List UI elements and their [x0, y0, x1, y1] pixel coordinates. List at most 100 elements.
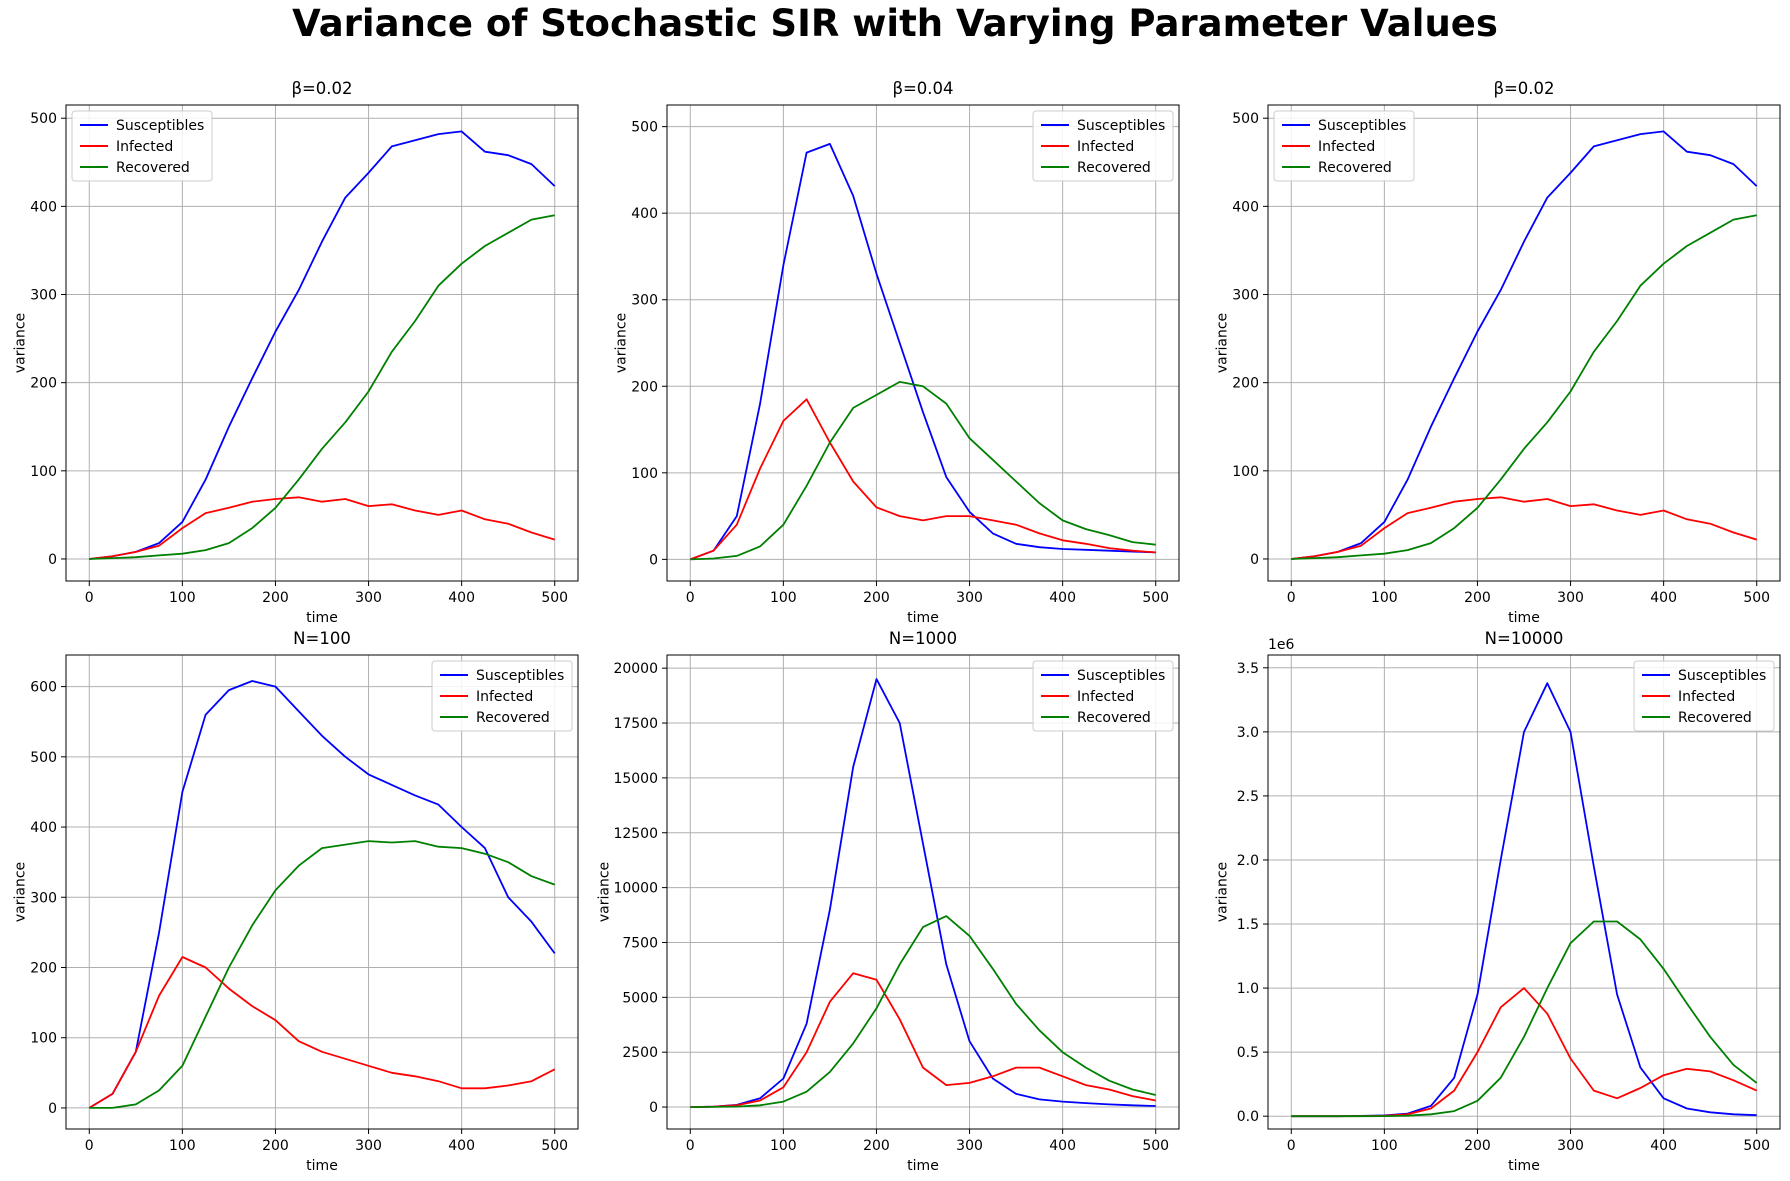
x-tick-label: 100 — [770, 590, 797, 606]
x-tick-label: 200 — [262, 1138, 289, 1154]
axes-frame — [666, 654, 1180, 1130]
y-axis-label: variance — [1215, 313, 1231, 373]
y-tick-label: 10000 — [613, 881, 658, 897]
subplot-title: β=0.04 — [892, 79, 953, 98]
y-tick-label: 20000 — [613, 661, 658, 677]
x-tick-label: 500 — [1142, 1138, 1169, 1154]
legend-label: Susceptibles — [1077, 118, 1165, 134]
legend-label: Infected — [116, 139, 173, 155]
y-tick-label: 0 — [649, 552, 658, 568]
y-tick-label: 400 — [1232, 199, 1259, 215]
series-line-recovered — [1291, 214, 1757, 560]
x-tick-label: 400 — [1650, 1138, 1677, 1154]
subplot-beta-0.04: 0 100 200 300 400 500 0 100 200 300 400 500 β=0.04 ti… — [614, 79, 1180, 626]
x-tick-label: 300 — [355, 1138, 382, 1154]
y-tick-label: 0 — [1250, 552, 1259, 568]
y-tick-label: 100 — [30, 464, 57, 480]
y-tick-label: 100 — [30, 1031, 57, 1047]
x-tick-label: 100 — [1371, 590, 1398, 606]
legend-label: Recovered — [476, 710, 550, 726]
y-tick-label: 12500 — [613, 826, 658, 842]
y-tick-label: 400 — [30, 820, 57, 836]
legend-label: Infected — [476, 689, 533, 705]
y-axis-label: variance — [13, 862, 29, 922]
series-line-infected — [690, 972, 1156, 1108]
y-tick-label: 200 — [30, 376, 57, 392]
x-tick-label: 300 — [355, 590, 382, 606]
x-tick-label: 200 — [1464, 590, 1491, 606]
series-line-infected — [1291, 496, 1757, 560]
x-tick-label: 100 — [1371, 1138, 1398, 1154]
y-axis-label: variance — [13, 313, 29, 373]
series-line-susceptibles — [89, 130, 556, 560]
legend: Susceptibles Infected Recovered — [71, 110, 213, 182]
x-axis-label: time — [306, 610, 338, 626]
x-tick-label: 500 — [541, 590, 568, 606]
legend: Susceptibles Infected Recovered — [1633, 660, 1775, 732]
x-tick-label: 400 — [1049, 590, 1076, 606]
x-tick-label: 500 — [1743, 590, 1770, 606]
series-line-susceptibles — [1291, 682, 1757, 1118]
y-tick-label: 3.5 — [1237, 661, 1259, 677]
y-tick-label: 500 — [631, 120, 658, 136]
subplot-title: N=1000 — [889, 629, 957, 648]
x-tick-label: 500 — [1142, 590, 1169, 606]
figure-title: Variance of Stochastic SIR with Varying … — [292, 2, 1498, 45]
series-line-recovered — [1291, 920, 1758, 1118]
y-tick-label: 3.0 — [1237, 725, 1259, 741]
x-tick-label: 100 — [169, 590, 196, 606]
legend-label: Recovered — [1318, 160, 1392, 176]
y-tick-label: 500 — [30, 750, 57, 766]
y-tick-label: 500 — [1232, 111, 1259, 127]
x-tick-label: 0 — [1287, 1138, 1296, 1154]
x-tick-label: 400 — [448, 1138, 475, 1154]
legend: Susceptibles Infected Recovered — [1032, 110, 1174, 182]
series-line-recovered — [89, 214, 555, 560]
series-line-infected — [88, 956, 556, 1109]
x-tick-label: 500 — [541, 1138, 568, 1154]
series-line-susceptibles — [88, 680, 556, 1109]
legend-label: Infected — [1318, 139, 1375, 155]
subplot-n-10000: 0 100 200 300 400 500 0.0 0.5 1.0 1.5 2.0 2.5 3.0 3.5… — [1215, 629, 1781, 1174]
subplot-n-1000: 0 100 200 300 400 500025005000750010000125001… — [597, 629, 1180, 1174]
y-tick-label: 600 — [30, 680, 57, 696]
y-tick-label: 300 — [30, 288, 57, 304]
x-tick-label: 0 — [85, 590, 94, 606]
legend-label: Recovered — [116, 160, 190, 176]
y-tick-label: 300 — [1232, 288, 1259, 304]
y-tick-label: 0 — [649, 1100, 658, 1116]
y-tick-label: 100 — [631, 466, 658, 482]
legend-box — [71, 110, 213, 182]
x-tick-label: 0 — [686, 1138, 695, 1154]
y-tick-label: 1.5 — [1237, 917, 1259, 933]
x-tick-label: 0 — [1287, 590, 1296, 606]
legend-label: Infected — [1077, 139, 1134, 155]
series-line-infected — [689, 398, 1156, 561]
subplot-n-100: 0 100 200 300 400 500 0 100 200 300 400 500 600 N=100… — [13, 629, 579, 1174]
x-tick-label: 100 — [770, 1138, 797, 1154]
y-tick-label: 400 — [631, 206, 658, 222]
legend: Susceptibles Infected Recovered — [1273, 110, 1415, 182]
axes-frame — [65, 104, 579, 582]
legend-box — [1032, 660, 1174, 732]
x-axis-label: time — [907, 1158, 939, 1174]
y-tick-label: 300 — [631, 293, 658, 309]
legend: Susceptibles Infected Recovered — [431, 660, 573, 732]
x-axis-label: time — [306, 1158, 338, 1174]
x-tick-label: 400 — [448, 590, 475, 606]
x-axis-label: time — [907, 610, 939, 626]
legend-box — [1032, 110, 1174, 182]
y-tick-label: 0 — [48, 552, 57, 568]
legend-label: Susceptibles — [116, 118, 204, 134]
subplot-title: N=100 — [293, 629, 351, 648]
y-tick-label: 200 — [1232, 376, 1259, 392]
legend-label: Susceptibles — [476, 668, 564, 684]
y-axis-label: variance — [614, 313, 630, 373]
series-line-recovered — [690, 380, 1156, 561]
legend-box — [1633, 660, 1775, 732]
y-tick-label: 500 — [30, 111, 57, 127]
series-line-susceptibles — [689, 143, 1156, 561]
legend-label: Susceptibles — [1077, 668, 1165, 684]
y-scale-offset-label: 1e6 — [1268, 637, 1295, 653]
y-tick-label: 100 — [1232, 464, 1259, 480]
